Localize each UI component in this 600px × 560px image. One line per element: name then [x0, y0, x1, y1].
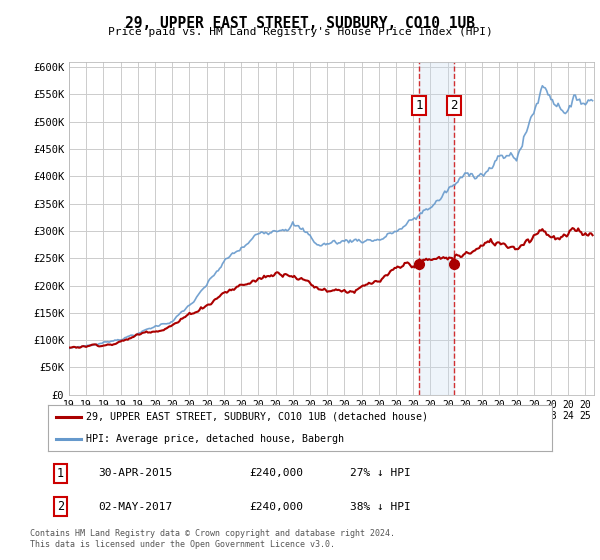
- Text: 2: 2: [57, 500, 64, 514]
- Text: 29, UPPER EAST STREET, SUDBURY, CO10 1UB (detached house): 29, UPPER EAST STREET, SUDBURY, CO10 1UB…: [86, 412, 428, 422]
- Text: 02-MAY-2017: 02-MAY-2017: [98, 502, 173, 512]
- Text: 38% ↓ HPI: 38% ↓ HPI: [350, 502, 411, 512]
- Text: HPI: Average price, detached house, Babergh: HPI: Average price, detached house, Babe…: [86, 434, 344, 444]
- Text: Contains HM Land Registry data © Crown copyright and database right 2024.
This d: Contains HM Land Registry data © Crown c…: [30, 529, 395, 549]
- Text: 1: 1: [57, 466, 64, 480]
- Text: Price paid vs. HM Land Registry's House Price Index (HPI): Price paid vs. HM Land Registry's House …: [107, 27, 493, 37]
- Text: 30-APR-2015: 30-APR-2015: [98, 468, 173, 478]
- Text: 1: 1: [415, 99, 422, 112]
- Text: 2: 2: [451, 99, 458, 112]
- Bar: [419, 62, 454, 395]
- Text: 29, UPPER EAST STREET, SUDBURY, CO10 1UB: 29, UPPER EAST STREET, SUDBURY, CO10 1UB: [125, 16, 475, 31]
- Text: £240,000: £240,000: [250, 502, 304, 512]
- Text: £240,000: £240,000: [250, 468, 304, 478]
- Text: 27% ↓ HPI: 27% ↓ HPI: [350, 468, 411, 478]
